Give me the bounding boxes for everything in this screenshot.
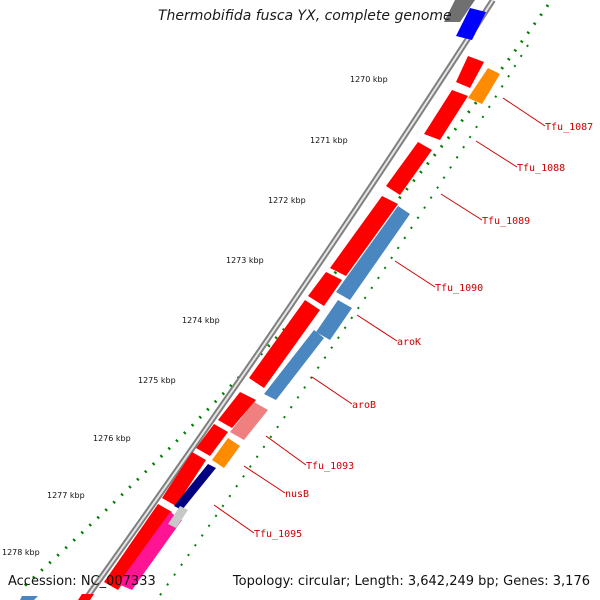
kbp-label-1273: 1273 kbp	[226, 256, 264, 265]
gene-nusb[interactable]	[196, 424, 228, 456]
gene-tfu-1089[interactable]	[386, 142, 432, 195]
kbp-label-1274: 1274 kbp	[182, 316, 220, 325]
gene-label-tfu-1095[interactable]: Tfu_1095	[254, 529, 302, 540]
gene-grey-bottom[interactable]	[168, 506, 188, 528]
gene-tfu-1087[interactable]	[456, 56, 484, 88]
gene-arok[interactable]	[308, 272, 342, 306]
gene-label-tfu-1090[interactable]: Tfu_1090	[435, 283, 483, 294]
gene-pink-tfu-1095[interactable]	[118, 512, 182, 590]
trna-nusb[interactable]	[212, 438, 240, 468]
kbp-label-1270: 1270 kbp	[350, 75, 388, 84]
gene-tfu-1088[interactable]	[424, 90, 468, 140]
leader-tfu-1087	[502, 97, 546, 127]
kbp-label-1277: 1277 kbp	[47, 491, 85, 500]
leader-arob	[311, 376, 353, 405]
kbp-label-1276: 1276 kbp	[93, 434, 131, 443]
gene-label-arob[interactable]: aroB	[352, 400, 376, 411]
gene-arob[interactable]	[249, 300, 320, 388]
leader-tfu-1095	[213, 504, 255, 534]
genome-title: Thermobifida fusca YX, complete genome	[158, 8, 452, 24]
leader-nusb	[243, 465, 286, 494]
gene-tfu-1090[interactable]	[330, 196, 398, 276]
gene-blue-arob[interactable]	[264, 330, 324, 400]
leader-tfu-1088	[475, 140, 518, 168]
gene-label-tfu-1089[interactable]: Tfu_1089	[482, 216, 530, 227]
genome-backbone	[82, 0, 496, 600]
leader-arok	[356, 314, 398, 342]
gene-stub-red[interactable]	[78, 594, 94, 600]
trna-tfu-1087[interactable]	[468, 68, 500, 104]
kbp-label-1271: 1271 kbp	[310, 136, 348, 145]
leader-tfu-1093	[265, 435, 307, 466]
kbp-label-1278: 1278 kbp	[2, 548, 40, 557]
gene-label-tfu-1093[interactable]: Tfu_1093	[306, 461, 354, 472]
gene-bottom-red[interactable]	[104, 504, 172, 590]
gene-top-blue[interactable]	[456, 8, 486, 40]
outer-dotted-track	[18, 4, 550, 592]
topology-text: Topology: circular; Length: 3,642,249 bp…	[232, 574, 590, 589]
gene-blue-tfu-1090[interactable]	[336, 206, 410, 300]
gene-tfu-1093[interactable]	[218, 392, 256, 428]
kbp-label-1272: 1272 kbp	[268, 196, 306, 205]
gene-top-grey[interactable]	[444, 0, 475, 22]
gene-label-nusb[interactable]: nusB	[285, 489, 309, 500]
gene-tfu-1095[interactable]	[162, 452, 206, 506]
accession-text: Accession: NC_007333	[8, 574, 156, 589]
gene-light-red-tfu-1093[interactable]	[230, 402, 268, 440]
genome-backbone-highlight	[84, 0, 494, 600]
gene-blue-arok[interactable]	[316, 300, 352, 340]
leader-tfu-1089	[440, 193, 483, 221]
gene-navy-nusb[interactable]	[174, 464, 216, 510]
gene-stub-blue[interactable]	[20, 596, 38, 600]
leader-tfu-1090	[394, 260, 436, 288]
kbp-label-1275: 1275 kbp	[138, 376, 176, 385]
gene-label-arok[interactable]: aroK	[397, 337, 421, 348]
gene-label-tfu-1088[interactable]: Tfu_1088	[517, 163, 565, 174]
gene-label-tfu-1087[interactable]: Tfu_1087	[545, 122, 593, 133]
